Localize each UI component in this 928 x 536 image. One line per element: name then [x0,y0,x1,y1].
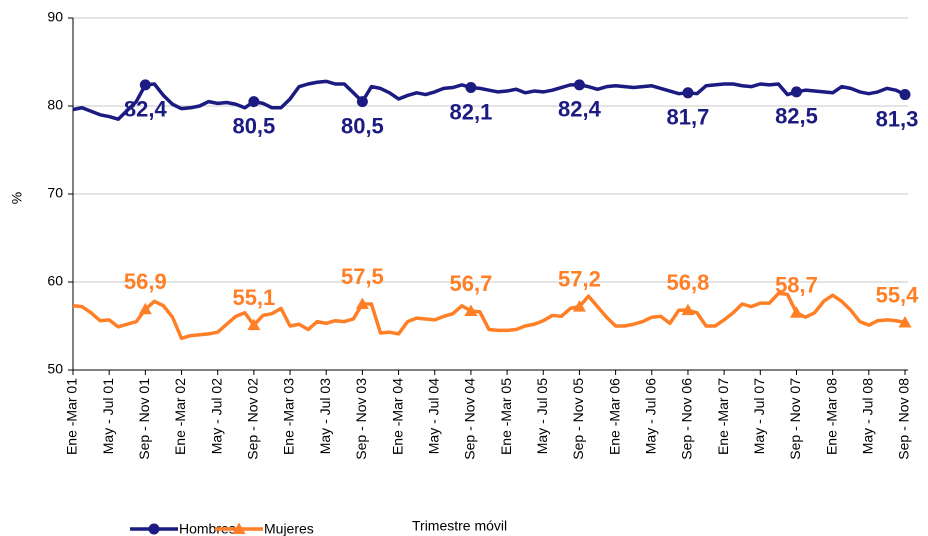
x-tick-label: May - Jul 01 [100,378,116,454]
line [72,79,906,121]
value-label: 56,8 [667,270,710,295]
value-label: 82,4 [558,97,602,122]
x-tick-label: Sep - Nov 03 [353,378,369,460]
x-tick-label: May - Jul 02 [208,378,224,454]
x-tick-label: May - Jul 08 [860,378,876,454]
y-tick-label: 60 [47,273,63,289]
x-tick-label: Sep - Nov 07 [787,378,803,460]
x-tick-label: May - Jul 04 [425,378,441,454]
point-marker [465,82,477,94]
value-label: 55,1 [232,285,275,310]
point-marker [682,87,694,99]
legend-label: Hombres [179,521,236,536]
value-label: 82,1 [449,99,492,124]
x-tick-label: May - Jul 07 [751,378,767,454]
value-label: 57,2 [558,266,601,291]
value-label: 56,7 [449,271,492,296]
point-marker [247,318,261,331]
x-tick-label: Sep - Nov 06 [679,378,695,460]
y-axis-label: % [9,192,25,204]
y-tick-label: 90 [47,9,63,25]
x-tick-label: Ene -Mar 07 [715,378,731,455]
point-marker [464,304,478,317]
x-tick-label: Sep - Nov 01 [136,378,152,460]
legend-label: Mujeres [264,521,314,536]
x-tick-label: Sep - Nov 05 [570,378,586,460]
y-tick-label: 70 [47,185,63,201]
point-marker [572,300,586,312]
point-marker [573,79,585,91]
x-tick-label: Sep - Nov 08 [896,378,912,460]
value-label: 55,4 [876,282,920,307]
point-marker [139,79,151,91]
x-tick-label: Ene -Mar 01 [64,378,80,455]
x-tick-label: Ene -Mar 05 [498,378,514,455]
value-label: 57,5 [341,264,384,289]
legend-marker [232,522,246,534]
point-marker [789,306,803,318]
value-label: 80,5 [232,113,275,138]
point-marker [898,315,912,328]
y-tick-label: 50 [47,361,63,377]
x-tick-label: Ene -Mar 08 [823,378,839,455]
point-marker [138,302,152,315]
point-marker [790,86,802,98]
value-label: 82,5 [775,104,818,129]
x-tick-label: Ene -Mar 06 [606,378,622,455]
x-axis-label: Trimestre móvil [412,518,507,534]
legend-marker [148,523,160,535]
y-tick-label: 80 [47,97,63,113]
value-label: 58,7 [775,273,818,298]
x-tick-label: Sep - Nov 04 [462,378,478,460]
point-marker [681,303,695,316]
line [72,291,906,341]
point-marker [356,96,368,108]
x-tick-label: Sep - Nov 02 [245,378,261,460]
value-label: 82,4 [124,97,168,122]
value-label: 81,3 [876,106,919,131]
x-tick-label: Ene -Mar 03 [281,378,297,455]
value-label: 80,5 [341,113,384,138]
point-marker [248,96,260,108]
x-tick-label: Ene -Mar 04 [389,378,405,455]
x-tick-label: May - Jul 06 [642,378,658,454]
x-tick-label: May - Jul 03 [317,378,333,454]
x-tick-label: May - Jul 05 [534,378,550,454]
x-tick-label: Ene -Mar 02 [172,378,188,455]
value-label: 56,9 [124,269,167,294]
point-marker [355,297,369,309]
value-label: 81,7 [667,105,710,130]
point-marker [899,89,911,101]
